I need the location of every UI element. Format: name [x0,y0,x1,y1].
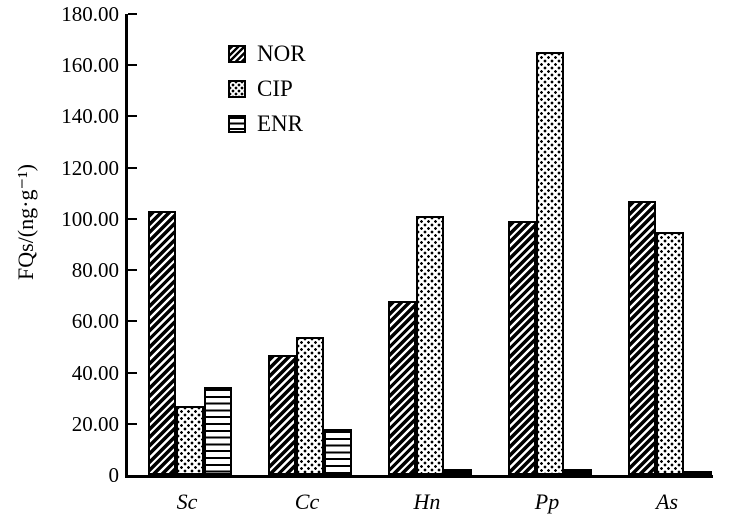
y-tickmark-40 [128,371,137,374]
y-tick-label-140: 140.00 [61,104,119,129]
y-tickmark-160 [128,64,137,67]
x-tick-label-Cc: Cc [294,489,320,514]
y-tick-label-20: 20.00 [71,411,119,436]
y-tickmark-180 [128,13,137,16]
y-tick-label-0: 0 [108,463,120,487]
y-tick-label-120: 120.00 [61,155,119,180]
bar-Cc-NOR [268,355,296,475]
bar-Pp-CIP [536,52,564,475]
legend-label-NOR: NOR [257,41,306,66]
diagonal-hatch-swatch-icon [228,45,246,63]
bar-As-CIP [656,232,684,475]
y-tickmark-80 [128,269,137,272]
x-tick-label-Sc: Sc [176,489,198,514]
y-tick-label-100: 100.00 [61,206,119,231]
bar-Pp-ENR [564,469,592,475]
y-tickmark-20 [128,422,137,425]
bar-As-NOR [628,201,656,475]
legend: NOR CIP ENR [228,42,306,136]
legend-entry-CIP: CIP [228,77,306,101]
bar-Sc-CIP [176,406,204,475]
legend-label-ENR: ENR [257,111,303,136]
bar-Sc-ENR [204,387,232,475]
y-tick-label-40: 40.00 [71,360,119,385]
dot-stipple-swatch-icon [228,80,246,98]
bar-Hn-NOR [388,301,416,475]
x-tick-label-Pp: Pp [534,489,560,514]
y-tick-label-80: 80.00 [71,258,119,283]
bar-Sc-NOR [148,211,176,475]
bar-Pp-NOR [508,221,536,475]
bar-Hn-ENR [444,469,472,475]
horizontal-lines-swatch-icon [228,115,246,133]
y-tickmark-140 [128,115,137,118]
bar-Cc-ENR [324,429,352,475]
y-tick-label-180: 180.00 [61,2,119,26]
plot-area [125,13,713,478]
y-tickmark-120 [128,166,137,169]
y-tick-label-160: 160.00 [61,53,119,78]
x-tick-label-As: As [656,489,678,514]
bar-Cc-CIP [296,337,324,475]
y-tickmark-100 [128,217,137,220]
bar-As-ENR [684,471,712,475]
x-tick-label-Hn: Hn [413,489,441,514]
y-tickmark-60 [128,320,137,323]
legend-entry-ENR: ENR [228,112,306,136]
bar-Hn-CIP [416,216,444,475]
legend-entry-NOR: NOR [228,42,306,66]
y-tick-label-60: 60.00 [71,309,119,334]
legend-label-CIP: CIP [257,76,293,101]
